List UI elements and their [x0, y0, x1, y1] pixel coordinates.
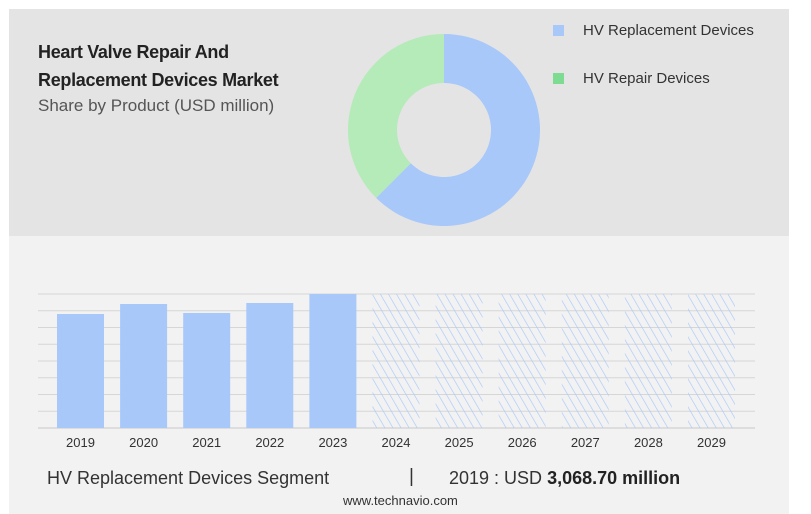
chart-title: Heart Valve Repair And Replacement Device…	[38, 38, 279, 94]
bar-2020	[120, 303, 168, 428]
bar-2022	[246, 302, 294, 428]
x-tick-label: 2027	[571, 435, 600, 450]
x-tick-label: 2019	[66, 435, 95, 450]
x-tick-label: 2026	[508, 435, 537, 450]
x-tick-label: 2029	[697, 435, 726, 450]
segment-value: 2019 : USD 3,068.70 million	[449, 468, 680, 489]
forecast-bar-2025	[435, 294, 483, 428]
separator: |	[409, 466, 414, 487]
bar-2023	[309, 294, 357, 428]
x-tick-label: 2022	[255, 435, 284, 450]
forecast-bar-2029	[688, 294, 735, 428]
bar-2021	[183, 312, 231, 428]
title-line-2: Replacement Devices Market	[38, 70, 279, 90]
x-tick-label: 2025	[445, 435, 474, 450]
forecast-bar-2028	[624, 294, 672, 428]
site-url: www.technavio.com	[343, 493, 458, 508]
donut-chart	[348, 34, 540, 226]
legend-swatch	[553, 73, 564, 84]
year-label: 2019 : USD	[449, 468, 543, 488]
x-tick-label: 2023	[318, 435, 347, 450]
forecast-bar-2024	[372, 294, 420, 428]
chart-subtitle: Share by Product (USD million)	[38, 96, 275, 115]
x-tick-label: 2024	[382, 435, 411, 450]
legend-label: HV Replacement Devices	[583, 22, 754, 39]
x-tick-label: 2020	[129, 435, 158, 450]
legend-swatch	[553, 25, 564, 36]
forecast-bar-2026	[498, 294, 546, 428]
bar-2019	[57, 313, 104, 428]
legend-item-replacement: HV Replacement Devices	[553, 22, 754, 39]
x-tick-label: 2028	[634, 435, 663, 450]
forecast-bar-2027	[561, 294, 609, 428]
legend-label: HV Repair Devices	[583, 70, 710, 87]
donut-slice-0	[376, 34, 540, 226]
legend-item-repair: HV Repair Devices	[553, 70, 710, 87]
title-line-1: Heart Valve Repair And	[38, 42, 229, 62]
segment-label: HV Replacement Devices Segment	[47, 468, 330, 488]
x-tick-label: 2021	[192, 435, 221, 450]
value-amount: 3,068.70 million	[547, 468, 681, 488]
donut-slice-1	[348, 34, 444, 198]
